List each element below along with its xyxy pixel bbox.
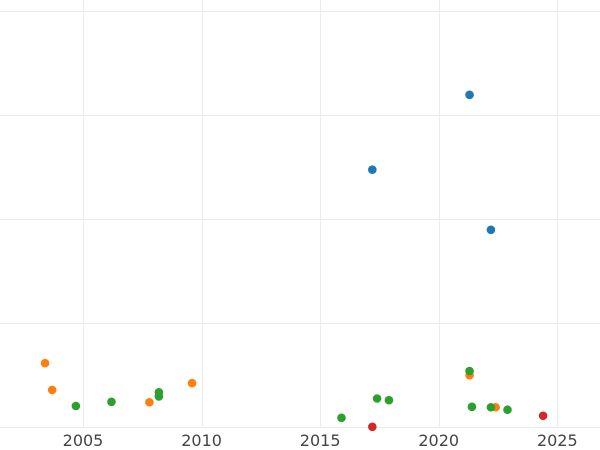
y-gridlines	[0, 11, 600, 428]
data-point	[368, 422, 377, 432]
data-point	[368, 165, 377, 175]
data-point	[47, 385, 57, 395]
data-point	[154, 392, 164, 401]
x-tick-label: 2010	[181, 431, 222, 450]
data-point	[71, 401, 81, 411]
x-tick-label: 2015	[300, 431, 341, 450]
data-point	[337, 413, 346, 423]
data-point	[187, 378, 197, 388]
data-point	[538, 411, 548, 421]
data-points	[40, 90, 548, 432]
data-point	[107, 397, 116, 407]
data-point	[465, 90, 474, 100]
x-tick-label: 2005	[63, 431, 104, 450]
data-point	[384, 395, 394, 405]
x-tick-label: 2025	[537, 431, 578, 450]
x-gridlines	[83, 0, 558, 427]
data-point	[40, 358, 50, 368]
x-axis-tick-labels: 2005 2010 2015 2020 2025	[63, 431, 578, 450]
data-point	[503, 405, 512, 415]
data-point	[145, 397, 154, 407]
data-point	[486, 402, 496, 412]
data-point	[372, 394, 382, 403]
x-tick-label: 2020	[418, 431, 459, 450]
data-point	[465, 366, 474, 376]
data-point	[467, 402, 477, 412]
data-point	[486, 225, 496, 235]
